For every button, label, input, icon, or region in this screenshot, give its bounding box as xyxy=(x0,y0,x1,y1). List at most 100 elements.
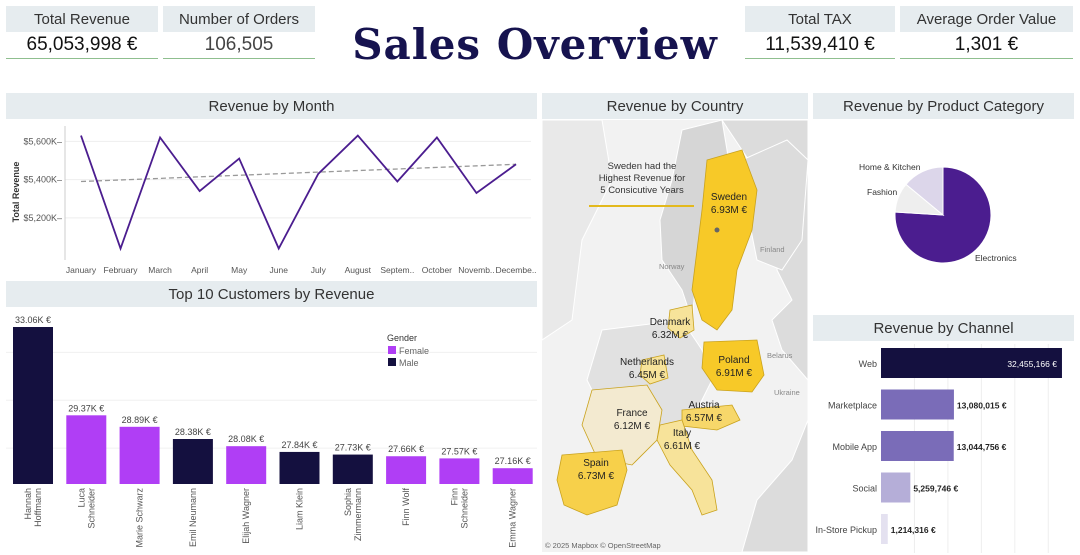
panel-title-channel: Revenue by Channel xyxy=(813,315,1074,341)
region-spain xyxy=(556,449,628,516)
customer-name-label: Elijah Wagner xyxy=(241,488,251,544)
customer-name-label: Emma Wagner xyxy=(508,488,518,548)
top-customers-chart: 33.06K € HannahHoffmann 29.37K € LucaSchnei… xyxy=(6,315,537,548)
annotation-line-1: Sweden had the xyxy=(608,161,677,172)
month-x-tick-label: Decembe.. xyxy=(495,265,536,275)
panel-title-category: Revenue by Product Category xyxy=(813,93,1074,119)
month-x-tick-label: June xyxy=(270,265,289,275)
customer-bar-value: 28.38K € xyxy=(175,427,211,437)
customer-bar xyxy=(386,456,427,484)
annotation-line-3: 5 Consicutive Years xyxy=(600,185,684,196)
channel-bar-value: 13,044,756 € xyxy=(957,442,1007,452)
region-label-netherlands: Netherlands xyxy=(620,357,674,368)
month-x-tick-label: Septem.. xyxy=(380,265,414,275)
map-label-norway: Norway xyxy=(659,262,685,271)
revenue-by-category-chart: Home & Kitchen Fashion Electronics xyxy=(859,162,1017,264)
channel-label: Web xyxy=(859,359,877,369)
month-x-tick-label: August xyxy=(345,265,372,275)
kpi-tax-label: Total TAX xyxy=(745,6,895,32)
customer-name-label: Marie Schwarz xyxy=(135,488,145,548)
customer-name-label: FinnSchneider xyxy=(449,488,469,529)
annotation-line-2: Highest Revenue for xyxy=(599,173,686,184)
panel-title-customers: Top 10 Customers by Revenue xyxy=(6,281,537,307)
region-value-netherlands: 6.45M € xyxy=(629,370,666,381)
map-credit: © 2025 Mapbox © OpenStreetMap xyxy=(545,541,661,550)
legend-item-female: Female xyxy=(399,346,429,356)
kpi-total-revenue: Total Revenue 65,053,998 € xyxy=(6,6,158,59)
annotation-point xyxy=(714,227,720,233)
customer-name-label: Finn Wolf xyxy=(401,488,411,526)
customer-bar-value: 29.37K € xyxy=(68,403,104,413)
customer-bar xyxy=(13,327,53,484)
region-value-austria: 6.57M € xyxy=(686,413,723,424)
month-x-tick-label: May xyxy=(231,265,248,275)
month-y-tick-label: $5,600K– xyxy=(23,136,62,146)
region-value-sweden: 6.93M € xyxy=(711,205,748,216)
panel-title-month: Revenue by Month xyxy=(6,93,537,119)
region-sweden xyxy=(691,149,758,331)
region-label-austria: Austria xyxy=(688,400,720,411)
channel-bar xyxy=(881,472,911,503)
map-label-finland: Finland xyxy=(760,245,785,254)
month-x-tick-label: February xyxy=(104,265,139,275)
kpi-orders-label: Number of Orders xyxy=(163,6,315,32)
region-poland xyxy=(701,339,765,393)
month-y-tick-label: $5,200K– xyxy=(23,213,62,223)
channel-bar xyxy=(881,431,954,461)
revenue-by-country-map: Sweden had the Highest Revenue for 5 Con… xyxy=(542,120,808,552)
map-label-belarus: Belarus xyxy=(767,351,793,360)
channel-bar xyxy=(881,348,1062,378)
customer-bar xyxy=(119,426,160,484)
region-netherlands xyxy=(639,354,669,385)
channel-label: Marketplace xyxy=(828,401,877,411)
region-value-denmark: 6.32M € xyxy=(652,330,689,341)
revenue-by-month-chart: Total Revenue $5,200K– $5,400K– $5,600K– J… xyxy=(11,126,537,275)
month-x-tick-label: April xyxy=(191,265,208,275)
channel-bar-value: 32,455,166 € xyxy=(1007,359,1057,369)
month-line xyxy=(80,134,517,252)
region-france xyxy=(581,384,663,466)
region-denmark xyxy=(667,304,695,339)
kpi-total-revenue-value: 65,053,998 € xyxy=(6,32,158,59)
pie-label-fashion: Fashion xyxy=(867,187,898,197)
kpi-aov-value: 1,301 € xyxy=(900,32,1073,59)
region-label-italy: Italy xyxy=(673,428,691,439)
kpi-total-revenue-label: Total Revenue xyxy=(6,6,158,32)
kpi-aov-label: Average Order Value xyxy=(900,6,1073,32)
customer-bar-value: 27.73K € xyxy=(335,443,371,453)
month-x-tick-label: Novemb.. xyxy=(458,265,494,275)
map-label-ukraine: Ukraine xyxy=(774,388,800,397)
region-label-poland: Poland xyxy=(718,355,749,366)
map-land-uk xyxy=(542,120,613,341)
channel-bar xyxy=(881,389,954,420)
page-title: Sales Overview xyxy=(352,20,718,69)
customer-bar-value: 27.66K € xyxy=(388,444,424,454)
customer-bar-value: 27.57K € xyxy=(441,446,477,456)
channel-bar-value: 13,080,015 € xyxy=(957,401,1007,411)
kpi-aov: Average Order Value 1,301 € xyxy=(900,6,1073,59)
gender-legend: Gender Female Male xyxy=(387,333,429,368)
region-label-france: France xyxy=(616,408,648,419)
month-trend-line xyxy=(80,163,517,183)
pie-label-electronics: Electronics xyxy=(975,253,1017,263)
customer-bar xyxy=(172,439,213,484)
kpi-orders: Number of Orders 106,505 xyxy=(163,6,315,59)
month-x-tick-label: July xyxy=(311,265,327,275)
month-y-tick-label: $5,400K– xyxy=(23,175,62,185)
customer-bar xyxy=(226,446,267,484)
pie-label-home-kitchen: Home & Kitchen xyxy=(859,162,921,172)
customer-name-label: SophiaZimmermann xyxy=(343,488,363,541)
channel-label: Social xyxy=(852,484,877,494)
region-label-denmark: Denmark xyxy=(650,317,692,328)
customer-bar xyxy=(332,454,373,484)
region-label-sweden: Sweden xyxy=(711,192,747,203)
customer-bar-value: 28.08K € xyxy=(228,434,264,444)
kpi-tax-value: 11,539,410 € xyxy=(745,32,895,59)
customer-bar-value: 33.06K € xyxy=(15,315,51,325)
legend-swatch-female xyxy=(388,346,396,354)
region-value-france: 6.12M € xyxy=(614,421,651,432)
legend-title: Gender xyxy=(387,333,417,343)
region-value-italy: 6.61M € xyxy=(664,441,701,452)
customer-bar xyxy=(279,451,320,484)
customer-name-label: HannahHoffmann xyxy=(23,488,43,527)
